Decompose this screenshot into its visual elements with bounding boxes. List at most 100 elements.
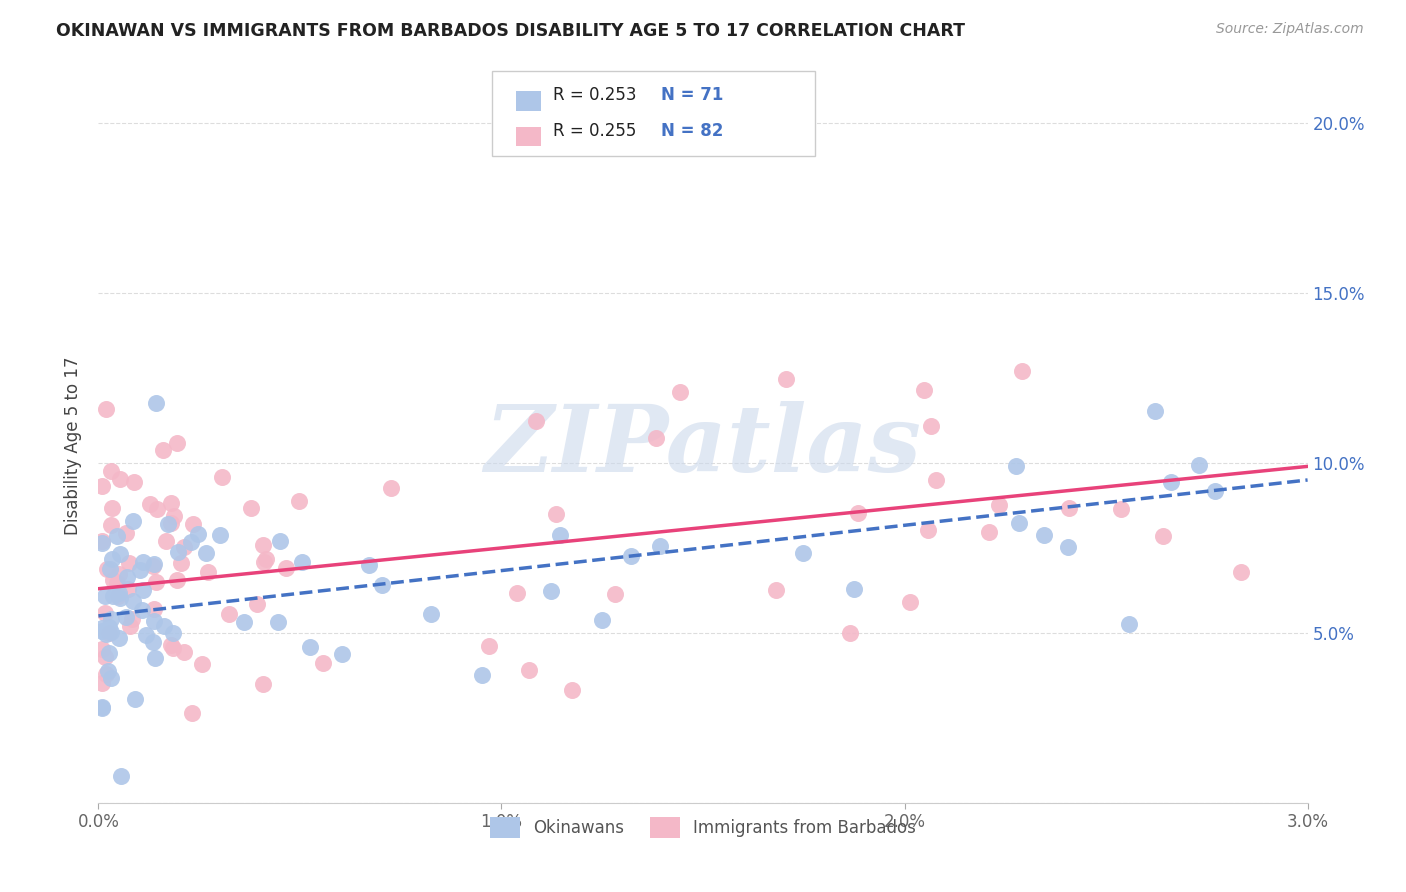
Point [108,586,131,600]
Point [143,614,166,628]
Point [550,527,572,541]
Point [100,625,122,640]
Point [181,706,204,720]
Point [232,615,254,629]
Point [218,607,240,621]
Point [115,609,138,624]
Point [98,562,121,576]
Text: OKINAWAN VS IMMIGRANTS FROM BARBADOS DISABILITY AGE 5 TO 17 CORRELATION CHART: OKINAWAN VS IMMIGRANTS FROM BARBADOS DIS… [56,22,966,40]
Point [91,536,114,550]
Point [620,549,643,563]
Point [96,402,118,417]
Point [100,518,122,533]
Point [91,622,114,636]
Point [107,589,129,603]
Point [91,624,114,639]
Point [108,631,131,645]
Point [93,589,115,603]
Point [1005,458,1028,473]
Point [160,496,183,510]
Point [191,657,214,672]
Point [540,584,562,599]
Point [155,533,177,548]
Point [118,618,141,632]
Point [650,540,672,554]
Point [110,547,132,561]
Point [132,555,155,569]
Point [100,671,122,685]
Point [162,508,184,523]
Point [97,620,120,634]
Point [775,372,797,386]
Point [380,482,402,496]
Point [669,384,692,399]
Point [145,574,167,589]
Point [162,625,184,640]
Point [101,589,124,603]
Point [110,591,132,605]
Point [644,431,666,445]
Point [107,566,129,581]
Point [506,586,529,600]
Point [143,650,166,665]
Point [117,582,139,596]
Point [91,641,114,656]
Point [1011,364,1033,378]
Point [124,691,146,706]
Point [1188,458,1211,472]
Point [157,517,180,532]
Point [246,597,269,611]
Point [917,523,939,537]
Point [1111,502,1133,516]
Point [142,558,165,573]
Point [519,663,541,677]
Point [1057,501,1080,516]
Point [267,615,290,629]
Point [792,545,814,559]
Point [146,502,169,516]
Point [180,534,202,549]
Point [160,638,183,652]
Point [110,769,132,783]
Point [478,639,501,653]
Point [121,612,143,626]
Point [252,677,274,691]
Point [977,524,1000,539]
Point [765,582,787,597]
Point [253,555,276,569]
Point [143,601,166,615]
Point [91,479,114,493]
Point [101,552,124,566]
Point [118,556,141,570]
Point [100,612,122,626]
Point [121,514,143,528]
Point [142,635,165,649]
Y-axis label: Disability Age 5 to 17: Disability Age 5 to 17 [65,357,83,535]
Point [274,561,297,575]
Point [1160,475,1182,490]
Point [91,700,114,714]
Point [1230,566,1253,580]
Point [925,473,948,487]
Point [471,668,494,682]
Point [153,619,176,633]
Point [167,545,190,559]
Point [122,475,145,489]
Point [239,501,262,516]
Point [1204,483,1226,498]
Point [1118,616,1140,631]
Text: Source: ZipAtlas.com: Source: ZipAtlas.com [1216,22,1364,37]
Point [91,534,114,549]
Point [115,525,138,540]
Point [211,469,233,483]
Point [94,650,117,665]
Point [591,613,613,627]
Point [1057,540,1080,554]
Point [312,656,335,670]
Point [254,552,277,566]
Point [135,628,157,642]
Point [1007,516,1029,530]
Point [1143,404,1166,418]
Point [173,540,195,554]
Point [98,625,121,640]
